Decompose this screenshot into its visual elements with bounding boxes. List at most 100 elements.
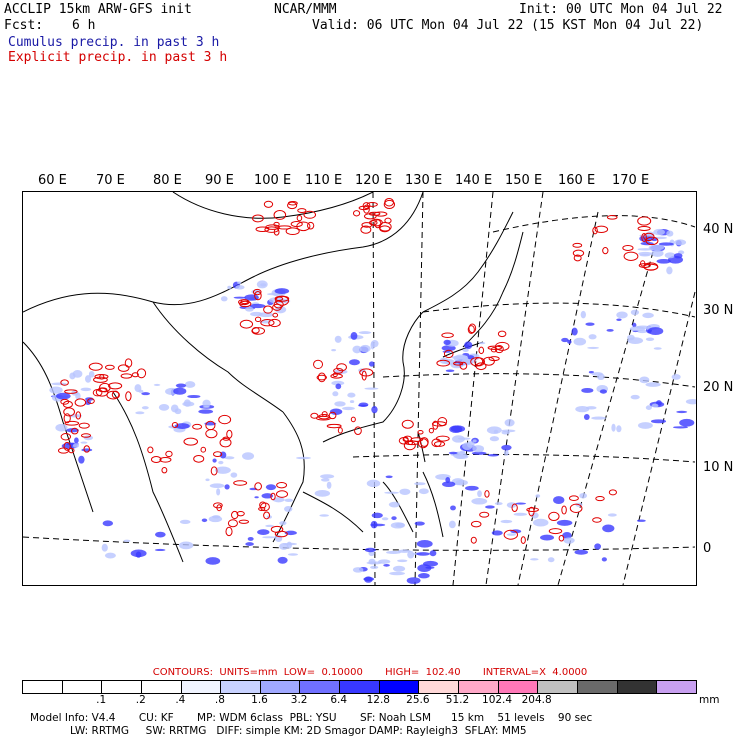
explicit-precip-contour [63, 413, 71, 424]
cumulus-precip-cell [331, 348, 337, 352]
colorbar-swatch [617, 681, 658, 693]
cumulus-precip-cell [504, 419, 515, 427]
colorbar-swatch [538, 681, 578, 693]
colorbar-tick: 6.4 [330, 694, 348, 706]
cumulus-precip-cell [416, 552, 430, 556]
cumulus-precip-cell [645, 405, 652, 410]
lon-label: 80 E [153, 173, 182, 188]
cumulus-precip-cell [637, 422, 653, 429]
cumulus-precip-cell [607, 513, 617, 517]
explicit-precip-contour [78, 422, 90, 429]
cumulus-precip-cell [384, 491, 399, 494]
explicit-precip-contour [354, 426, 362, 435]
cumulus-precip-cell [653, 347, 662, 350]
explicit-precip-contour [273, 300, 284, 309]
explicit-precip-contour [273, 221, 280, 227]
cumulus-precip-cell [179, 519, 191, 525]
explicit-precip-contour [239, 319, 254, 329]
cumulus-precip-cell [594, 543, 602, 550]
cumulus-precip-cell [158, 404, 170, 411]
explicit-precip-contour [238, 519, 250, 524]
cumulus-precip-cell [464, 341, 473, 350]
cumulus-precip-cell [399, 488, 411, 495]
explicit-precip-contour [419, 437, 429, 447]
coastline [302, 491, 364, 533]
cumulus-precip-cell [588, 371, 594, 374]
explicit-precip-contour [240, 299, 249, 305]
colorbar-swatch [379, 681, 420, 693]
cumulus-precip-cell [442, 481, 456, 488]
explicit-precip-contour [637, 216, 652, 226]
cumulus-precip-cell [364, 576, 373, 583]
explicit-precip-contour [361, 370, 367, 381]
explicit-precip-contour [479, 511, 490, 518]
parallel-line [492, 215, 696, 233]
cumulus-precip-cell [535, 494, 541, 498]
explicit-precip-contour [568, 495, 579, 502]
coastline [172, 192, 374, 219]
cumulus-precip-cell [72, 369, 83, 378]
cumulus-precip-cell [359, 344, 371, 353]
cumulus-precip-cell [471, 451, 487, 455]
explicit-precip-contour [467, 325, 475, 334]
explicit-precip-contour [200, 446, 207, 453]
explicit-precip-contour [433, 441, 446, 447]
explicit-precip-contour [258, 506, 266, 511]
cumulus-precip-cell [135, 551, 142, 558]
cumulus-precip-cell [630, 309, 640, 316]
model-title: ACCLIP 15km ARW-GFS init [4, 2, 192, 17]
cumulus-precip-cell [260, 283, 267, 287]
explicit-precip-contour [366, 201, 378, 207]
explicit-precip-contour [231, 510, 239, 520]
explicit-precip-contour [136, 368, 147, 379]
explicit-precip-contour [275, 490, 289, 498]
explicit-precip-contour [402, 436, 409, 442]
explicit-precip-contour [265, 224, 280, 230]
explicit-precip-contour [212, 451, 223, 458]
explicit-precip-contour [252, 288, 262, 296]
cumulus-legend: Cumulus precip. in past 3 h [8, 35, 220, 50]
cumulus-precip-cell [326, 481, 332, 489]
explicit-precip-contour [64, 389, 78, 394]
colorbar-swatch [260, 681, 301, 693]
cumulus-precip-cell [452, 435, 465, 443]
explicit-precip-contour [443, 349, 454, 359]
explicit-precip-contour [608, 489, 617, 496]
explicit-precip-contour [623, 251, 639, 261]
cumulus-precip-cell [639, 253, 651, 257]
explicit-precip-contour [638, 263, 651, 268]
explicit-precip-contour [310, 412, 319, 419]
valid-time: Valid: 06 UTC Mon 04 Jul 22 (15 KST Mon … [312, 18, 704, 33]
cumulus-precip-cell [580, 310, 587, 319]
cumulus-precip-cell [287, 553, 299, 556]
cumulus-precip-cell [88, 370, 95, 378]
colorbar-swatch [340, 681, 380, 693]
cumulus-precip-cell [204, 422, 217, 426]
explicit-precip-contour [358, 205, 370, 211]
cumulus-precip-cell [230, 472, 238, 478]
explicit-precip-contour [592, 517, 602, 523]
cumulus-precip-cell [616, 311, 628, 319]
coastline [422, 471, 444, 538]
cumulus-precip-cell [673, 253, 683, 259]
cumulus-precip-cell [562, 532, 572, 539]
explicit-precip-contour [482, 356, 495, 366]
cumulus-precip-cell [366, 479, 381, 488]
explicit-precip-contour [108, 382, 123, 390]
explicit-precip-contour [272, 312, 279, 318]
explicit-precip-contour [622, 244, 634, 251]
cumulus-precip-cell [262, 536, 276, 539]
explicit-precip-contour [417, 429, 424, 435]
explicit-precip-contour [117, 364, 130, 372]
cumulus-precip-cell [563, 537, 575, 544]
cumulus-precip-cell [371, 512, 383, 519]
cumulus-precip-cell [342, 406, 355, 411]
cumulus-precip-cell [173, 387, 187, 395]
cumulus-precip-cell [651, 249, 664, 257]
explicit-precip-contour [360, 225, 372, 234]
cumulus-precip-cell [487, 454, 499, 457]
cumulus-precip-cell [599, 389, 608, 394]
cumulus-precip-cell [237, 281, 242, 285]
cumulus-precip-cell [388, 501, 400, 508]
cumulus-precip-cell [83, 435, 94, 441]
